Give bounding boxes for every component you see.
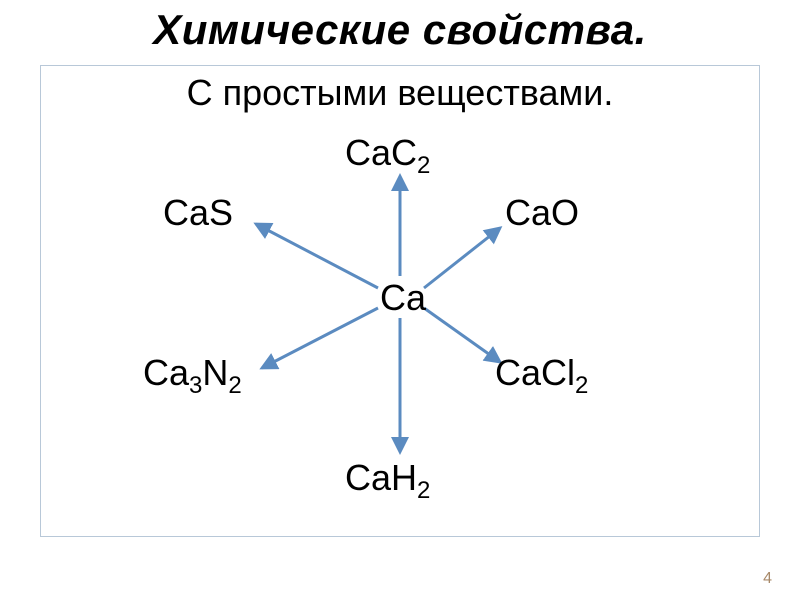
formula-cac2: CaC2 bbox=[345, 135, 430, 171]
arrow bbox=[424, 308, 500, 362]
formula-cacl2: CaCl2 bbox=[495, 355, 588, 391]
formula-cas: CaS bbox=[163, 195, 233, 231]
arrow bbox=[256, 224, 378, 288]
arrow bbox=[262, 308, 378, 368]
formula-center: Ca bbox=[380, 280, 426, 316]
slide: Химические свойства. С простыми вещества… bbox=[0, 0, 800, 600]
page-number: 4 bbox=[763, 570, 772, 588]
formula-cao: CaO bbox=[505, 195, 579, 231]
formula-cah2: CaH2 bbox=[345, 460, 430, 496]
formula-ca3n2: Ca3N2 bbox=[143, 355, 242, 391]
arrow bbox=[424, 228, 500, 288]
